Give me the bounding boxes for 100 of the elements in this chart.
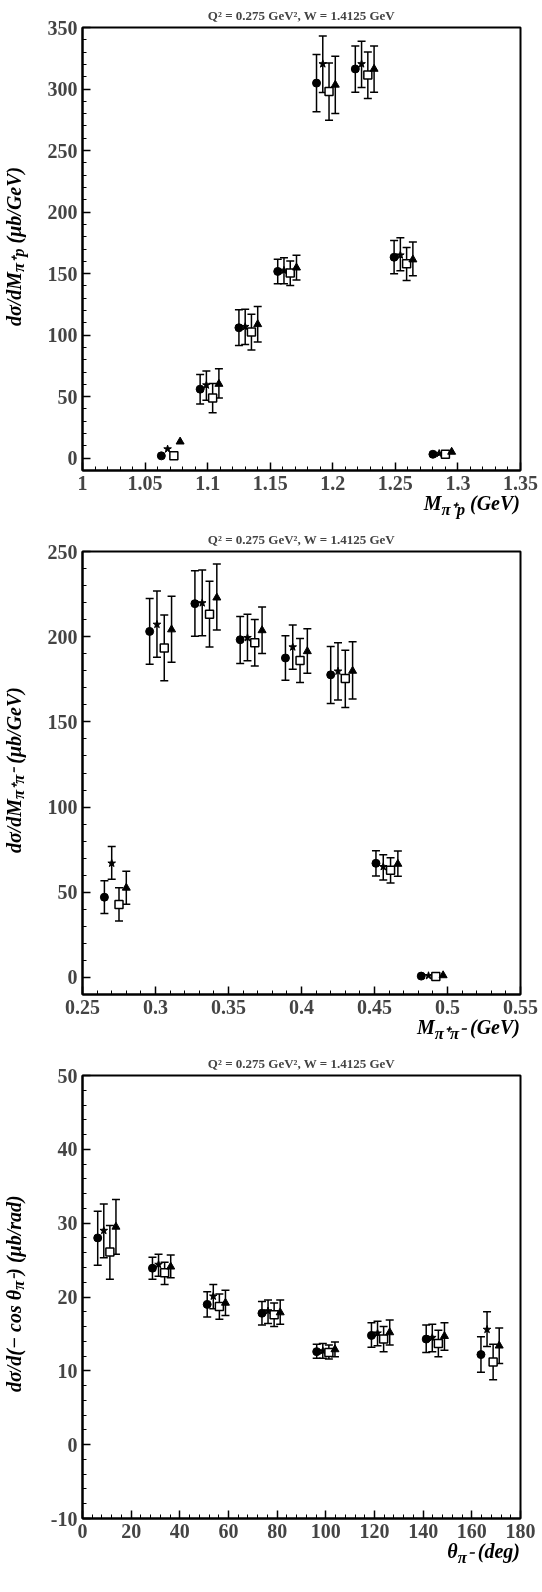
point <box>147 1263 157 1273</box>
y-tick-label: 200 <box>47 625 78 648</box>
x-tick-label: 0.3 <box>143 995 168 1018</box>
point <box>220 1297 230 1306</box>
point <box>166 1261 176 1270</box>
point <box>190 599 200 609</box>
point <box>408 254 418 263</box>
point <box>431 971 441 982</box>
point <box>121 882 131 891</box>
point <box>288 642 298 651</box>
x-tick-label: 1.2 <box>320 471 346 494</box>
point <box>250 637 260 648</box>
point <box>433 1338 444 1349</box>
point <box>235 635 245 645</box>
point <box>378 862 388 871</box>
point <box>369 63 379 72</box>
point <box>302 646 312 655</box>
y-tick-label: 0 <box>67 1433 78 1456</box>
point <box>195 384 205 394</box>
chart-title: Q² = 0.275 GeV², W = 1.4125 GeV <box>207 1055 396 1071</box>
point <box>207 393 218 403</box>
y-tick-label: 50 <box>57 385 78 408</box>
x-tick-label: 0.25 <box>65 995 100 1018</box>
y-tick-label: 150 <box>47 710 78 733</box>
point <box>348 665 358 674</box>
point <box>385 865 396 876</box>
point <box>114 899 124 910</box>
point <box>427 1333 437 1342</box>
point <box>447 446 457 455</box>
point <box>243 633 252 642</box>
x-tick-label: 1.1 <box>195 471 221 494</box>
y-tick-label: 100 <box>47 796 78 819</box>
point <box>494 1340 504 1349</box>
x-tick-label: 0.4 <box>289 995 314 1018</box>
point <box>385 1327 395 1336</box>
y-tick-label: 10 <box>57 1359 78 1382</box>
y-tick-label: 50 <box>57 881 78 904</box>
x-tick-label: 1.15 <box>252 471 288 494</box>
x-tick-label: 60 <box>218 1519 239 1542</box>
point <box>330 79 340 88</box>
point <box>169 451 179 461</box>
point <box>396 250 405 259</box>
point <box>204 609 215 619</box>
x-tick-label: 0.5 <box>435 995 460 1018</box>
point <box>145 626 155 636</box>
x-tick-label: 20 <box>121 1519 142 1542</box>
x-tick-label: 180 <box>505 1519 536 1542</box>
point <box>202 380 211 389</box>
point <box>373 1328 382 1337</box>
point <box>389 252 399 262</box>
y-tick-label: 100 <box>47 324 78 347</box>
point <box>330 1344 340 1353</box>
y-tick-label: 40 <box>57 1138 78 1161</box>
point <box>156 451 166 461</box>
point <box>159 643 170 653</box>
point <box>312 78 322 88</box>
x-tick-label: 140 <box>408 1519 439 1542</box>
x-axis-title: θ$_{π⁻}$ (deg) <box>446 1540 520 1569</box>
point <box>212 592 222 601</box>
point <box>273 266 283 276</box>
point <box>421 1334 431 1344</box>
x-tick-label: 120 <box>359 1519 390 1542</box>
x-tick-label: 0.55 <box>503 995 538 1018</box>
point <box>99 1226 109 1235</box>
point <box>257 1308 267 1318</box>
y-tick-label: 20 <box>57 1286 78 1308</box>
point <box>393 858 403 867</box>
point <box>214 378 224 387</box>
x-tick-label: 0.35 <box>211 995 246 1018</box>
point <box>246 327 257 337</box>
point <box>424 971 433 980</box>
point <box>476 1350 486 1360</box>
point <box>378 1334 389 1344</box>
point <box>107 858 116 868</box>
point <box>340 673 351 684</box>
y-tick-label: 30 <box>57 1212 78 1235</box>
y-tick-label: 250 <box>47 139 78 162</box>
x-tick-label: 1.25 <box>377 471 413 494</box>
point <box>234 323 244 333</box>
y-tick-label: 200 <box>47 201 78 224</box>
chart-title: Q² = 0.275 GeV², W = 1.4125 GeV <box>207 531 396 547</box>
point <box>366 1330 376 1340</box>
point <box>111 1221 121 1230</box>
x-tick-label: 1 <box>77 471 88 494</box>
x-axis-title: M$_{π⁺p}$ (GeV) <box>422 492 520 521</box>
point <box>197 598 207 607</box>
y-tick-label: 250 <box>47 540 78 563</box>
x-tick-label: 1.35 <box>503 471 538 494</box>
y-tick-label: 0 <box>67 447 78 470</box>
x-tick-label: 1.05 <box>127 471 163 494</box>
point <box>482 1324 492 1334</box>
point <box>280 653 290 663</box>
point <box>488 1357 498 1367</box>
point <box>154 1260 163 1269</box>
y-tick-label: 50 <box>57 1064 78 1087</box>
y-tick-label: 150 <box>47 262 78 285</box>
point <box>357 59 366 68</box>
y-tick-label: -10 <box>50 1507 78 1530</box>
point <box>275 1307 285 1316</box>
point <box>105 1247 115 1257</box>
